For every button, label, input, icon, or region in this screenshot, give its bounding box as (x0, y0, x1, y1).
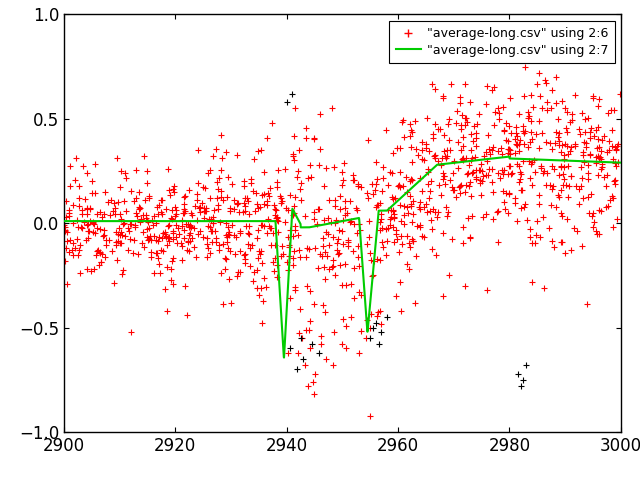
Legend: "average-long.csv" using 2:6, "average-long.csv" using 2:7: "average-long.csv" using 2:6, "average-l… (389, 21, 614, 63)
